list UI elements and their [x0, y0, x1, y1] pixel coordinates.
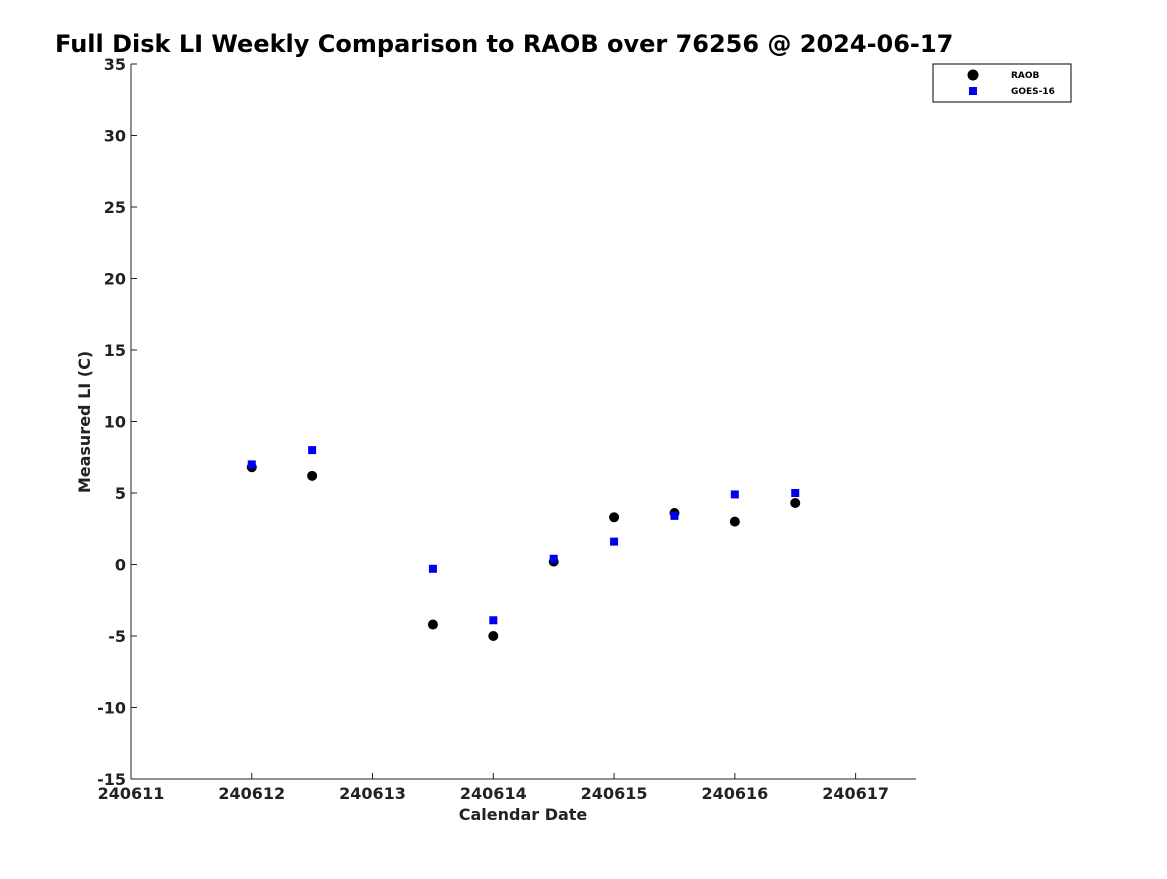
x-tick-label: 240614: [460, 784, 527, 803]
legend-label-goes16: GOES-16: [1011, 87, 1055, 97]
goes-16-point: [670, 511, 679, 520]
legend-label-raob: RAOB: [1011, 71, 1040, 81]
y-axis-label: Measured LI (C): [75, 351, 94, 493]
goes-16-point: [247, 460, 256, 469]
y-tick-label: 35: [104, 55, 126, 74]
raob-point: [790, 498, 801, 509]
legend-marker-raob: [967, 69, 979, 81]
legend-marker-goes16: [969, 87, 977, 95]
y-tick-label: 10: [104, 413, 126, 432]
goes-16-point: [489, 616, 498, 625]
y-tick-label: -15: [97, 770, 126, 789]
raob-point: [609, 512, 620, 523]
goes-16-point: [610, 537, 619, 546]
y-tick-label: 15: [104, 341, 126, 360]
x-tick-label: 240616: [701, 784, 768, 803]
y-tick-label: 25: [104, 198, 126, 217]
y-tick-label: 5: [115, 484, 126, 503]
x-tick-label: 240617: [822, 784, 889, 803]
legend-box: [932, 63, 1072, 103]
axes-group: [130, 64, 916, 780]
goes-16-point: [308, 446, 317, 455]
x-axis-label: Calendar Date: [459, 805, 588, 824]
raob-point: [488, 631, 499, 641]
goes-16-point: [428, 564, 437, 573]
y-tick-label: -5: [108, 627, 126, 646]
x-tick-label: 240611: [98, 784, 165, 803]
y-tick-label: 30: [104, 127, 126, 146]
data-points-group: [246, 446, 801, 641]
goes-16-point: [791, 489, 800, 497]
y-ticks-group: 35 30 25 20 15 10 5 0 -5 -10 -15: [97, 55, 137, 789]
y-tick-label: 20: [104, 270, 126, 289]
goes-16-point: [549, 554, 558, 563]
x-tick-label: 240615: [581, 784, 648, 803]
raob-point: [427, 619, 438, 630]
chart-title: Full Disk LI Weekly Comparison to RAOB o…: [55, 30, 953, 58]
legend: RAOB GOES-16: [932, 63, 1072, 103]
y-tick-label: -10: [97, 699, 126, 718]
goes-16-point: [730, 490, 739, 499]
x-ticks-group: 240611 240612 240613 240614 240615 240616 2406…: [98, 773, 889, 803]
raob-point: [729, 516, 740, 527]
x-tick-label: 240612: [218, 784, 285, 803]
x-tick-label: 240613: [339, 784, 406, 803]
raob-point: [307, 470, 318, 481]
y-tick-label: 0: [115, 556, 126, 575]
